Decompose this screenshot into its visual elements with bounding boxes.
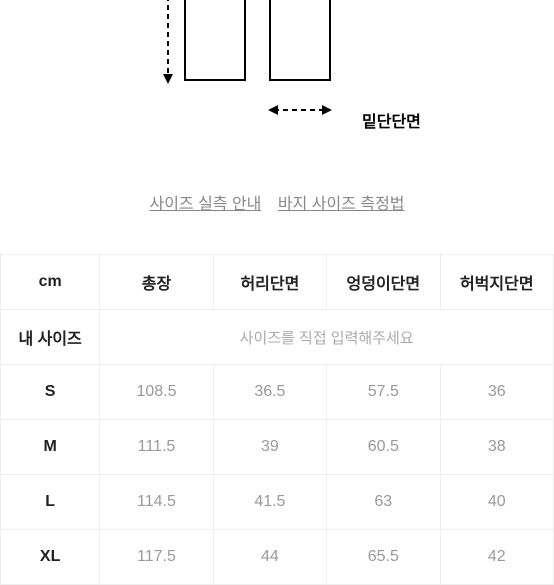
pants-outline-svg bbox=[160, 0, 360, 130]
size-label: M bbox=[1, 420, 100, 475]
size-cell: 36.5 bbox=[213, 365, 326, 420]
size-cell: 111.5 bbox=[100, 420, 213, 475]
col-header: 허리단면 bbox=[213, 255, 326, 310]
mysize-label: 내 사이즈 bbox=[1, 310, 100, 365]
unit-header: cm bbox=[1, 255, 100, 310]
size-cell: 114.5 bbox=[100, 475, 213, 530]
size-label: XL bbox=[1, 530, 100, 585]
table-row: S 108.5 36.5 57.5 36 bbox=[1, 365, 554, 420]
table-row: M 111.5 39 60.5 38 bbox=[1, 420, 554, 475]
size-cell: 60.5 bbox=[327, 420, 440, 475]
measure-howto-link[interactable]: 바지 사이즈 측정법 bbox=[278, 190, 405, 214]
size-cell: 117.5 bbox=[100, 530, 213, 585]
size-cell: 44 bbox=[213, 530, 326, 585]
table-row: L 114.5 41.5 63 40 bbox=[1, 475, 554, 530]
size-cell: 41.5 bbox=[213, 475, 326, 530]
table-row: XL 117.5 44 65.5 42 bbox=[1, 530, 554, 585]
pants-diagram: 밑단단면 bbox=[0, 0, 554, 160]
size-cell: 40 bbox=[440, 475, 553, 530]
size-cell: 42 bbox=[440, 530, 553, 585]
mysize-placeholder[interactable]: 사이즈를 직접 입력해주세요 bbox=[100, 310, 554, 365]
size-cell: 39 bbox=[213, 420, 326, 475]
size-label: L bbox=[1, 475, 100, 530]
size-cell: 38 bbox=[440, 420, 553, 475]
help-links: 사이즈 실측 안내 바지 사이즈 측정법 bbox=[0, 190, 554, 214]
col-header: 총장 bbox=[100, 255, 213, 310]
size-label: S bbox=[1, 365, 100, 420]
size-cell: 36 bbox=[440, 365, 553, 420]
mysize-row[interactable]: 내 사이즈 사이즈를 직접 입력해주세요 bbox=[1, 310, 554, 365]
col-header: 허벅지단면 bbox=[440, 255, 553, 310]
table-header-row: cm 총장 허리단면 엉덩이단면 허벅지단면 bbox=[1, 255, 554, 310]
size-guide-link[interactable]: 사이즈 실측 안내 bbox=[149, 190, 261, 214]
size-cell: 57.5 bbox=[327, 365, 440, 420]
size-cell: 108.5 bbox=[100, 365, 213, 420]
size-cell: 65.5 bbox=[327, 530, 440, 585]
hem-label: 밑단단면 bbox=[362, 108, 421, 132]
size-cell: 63 bbox=[327, 475, 440, 530]
size-table: cm 총장 허리단면 엉덩이단면 허벅지단면 내 사이즈 사이즈를 직접 입력해… bbox=[0, 254, 554, 585]
col-header: 엉덩이단면 bbox=[327, 255, 440, 310]
